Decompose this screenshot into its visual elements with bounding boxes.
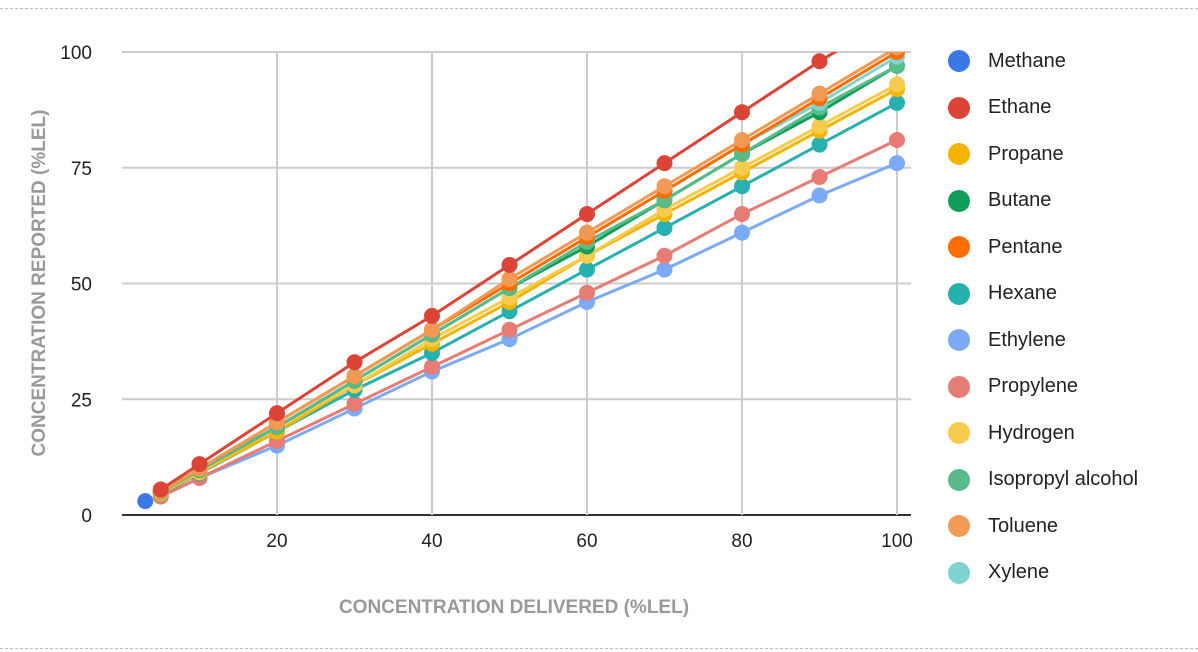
legend-item: Isopropyl alcohol <box>948 457 1138 504</box>
data-point <box>579 284 595 301</box>
data-point <box>734 131 750 148</box>
y-tick-label: 75 <box>71 159 92 180</box>
legend-item: Butane <box>948 178 1138 225</box>
legend-label: Hexane <box>988 282 1057 305</box>
tick-labels: 0 25 50 75 100 20 40 60 80 100 <box>60 43 913 552</box>
data-point <box>269 405 285 422</box>
x-axis-label: CONCENTRATION DELIVERED (%LEL) <box>338 597 690 618</box>
data-point <box>424 307 440 324</box>
legend-item: Propylene <box>948 364 1138 411</box>
bottom-border <box>0 648 1198 649</box>
data-point <box>424 358 440 375</box>
data-point <box>656 219 673 236</box>
data-point <box>734 104 750 121</box>
y-tick-label: 100 <box>60 43 92 64</box>
legend-swatch <box>948 282 970 305</box>
data-point <box>811 118 828 135</box>
data-point <box>579 206 595 223</box>
legend-swatch <box>948 515 970 538</box>
legend-label: Butane <box>988 189 1052 212</box>
legend-label: Propylene <box>988 375 1079 398</box>
data-point <box>734 224 750 241</box>
legend: Methane Ethane Propane Butane Pentane Hexane E… <box>948 38 1138 596</box>
legend-item: Ethane <box>948 85 1138 132</box>
data-point <box>137 493 154 510</box>
legend-item: Propane <box>948 131 1138 178</box>
data-point <box>734 178 750 195</box>
top-border <box>0 8 1198 9</box>
legend-label: Methane <box>988 49 1066 72</box>
data-point <box>656 178 673 195</box>
legend-label: Propane <box>988 142 1064 165</box>
legend-label: Hydrogen <box>988 421 1075 444</box>
legend-label: Toluene <box>988 514 1059 537</box>
legend-swatch <box>948 50 970 73</box>
x-tick-label: 20 <box>266 531 287 552</box>
data-point <box>811 136 828 153</box>
data-point <box>501 256 518 273</box>
legend-label: Xylene <box>988 561 1050 584</box>
data-point <box>890 52 904 56</box>
legend-item: Hexane <box>948 271 1138 318</box>
legend-label: Pentane <box>988 235 1063 258</box>
data-point <box>811 169 828 186</box>
legend-swatch <box>948 143 970 166</box>
y-tick-label: 50 <box>71 275 92 296</box>
x-tick-label: 80 <box>731 531 752 552</box>
data-point <box>501 270 518 287</box>
x-tick-label: 40 <box>421 531 442 552</box>
data-point <box>889 94 905 111</box>
data-point <box>889 131 905 148</box>
x-tick-label: 60 <box>576 531 597 552</box>
legend-item: Pentane <box>948 224 1138 271</box>
legend-swatch <box>948 96 970 119</box>
y-tick-label: 0 <box>81 506 92 527</box>
legend-label: Ethane <box>988 96 1052 119</box>
data-point <box>811 53 828 70</box>
data-point <box>579 261 595 278</box>
data-point <box>191 456 208 473</box>
legend-item: Hydrogen <box>948 410 1138 457</box>
data-point <box>152 481 169 498</box>
legend-swatch <box>948 189 970 212</box>
legend-label: Isopropyl alcohol <box>988 468 1139 491</box>
data-point <box>346 354 363 371</box>
data-point <box>424 321 440 338</box>
legend-swatch <box>948 561 970 584</box>
data-point <box>889 7 905 23</box>
legend-item: Xylene <box>948 550 1138 597</box>
legend-item: Ethylene <box>948 317 1138 364</box>
legend-swatch <box>948 422 970 445</box>
legend-label: Ethylene <box>988 328 1066 351</box>
data-point <box>811 85 828 102</box>
data-point <box>656 261 673 278</box>
data-point <box>346 395 363 412</box>
legend-swatch <box>948 468 970 491</box>
data-point <box>889 155 905 172</box>
x-tick-label: 100 <box>881 531 913 552</box>
legend-item: Methane <box>948 38 1138 85</box>
data-point <box>734 206 750 223</box>
legend-swatch <box>948 236 970 259</box>
legend-item: Toluene <box>948 503 1138 550</box>
data-point <box>734 159 750 176</box>
y-tick-label: 25 <box>71 390 92 411</box>
data-point <box>579 224 595 241</box>
series-lines <box>137 7 905 510</box>
data-point <box>811 187 828 204</box>
data-point <box>501 321 518 338</box>
data-point <box>889 76 905 93</box>
y-axis-label: CONCENTRATION REPORTED (%LEL) <box>29 109 50 457</box>
data-point <box>656 247 673 264</box>
legend-swatch <box>948 375 970 398</box>
legend-swatch <box>948 329 970 352</box>
data-point <box>346 368 363 385</box>
data-point <box>656 155 673 172</box>
